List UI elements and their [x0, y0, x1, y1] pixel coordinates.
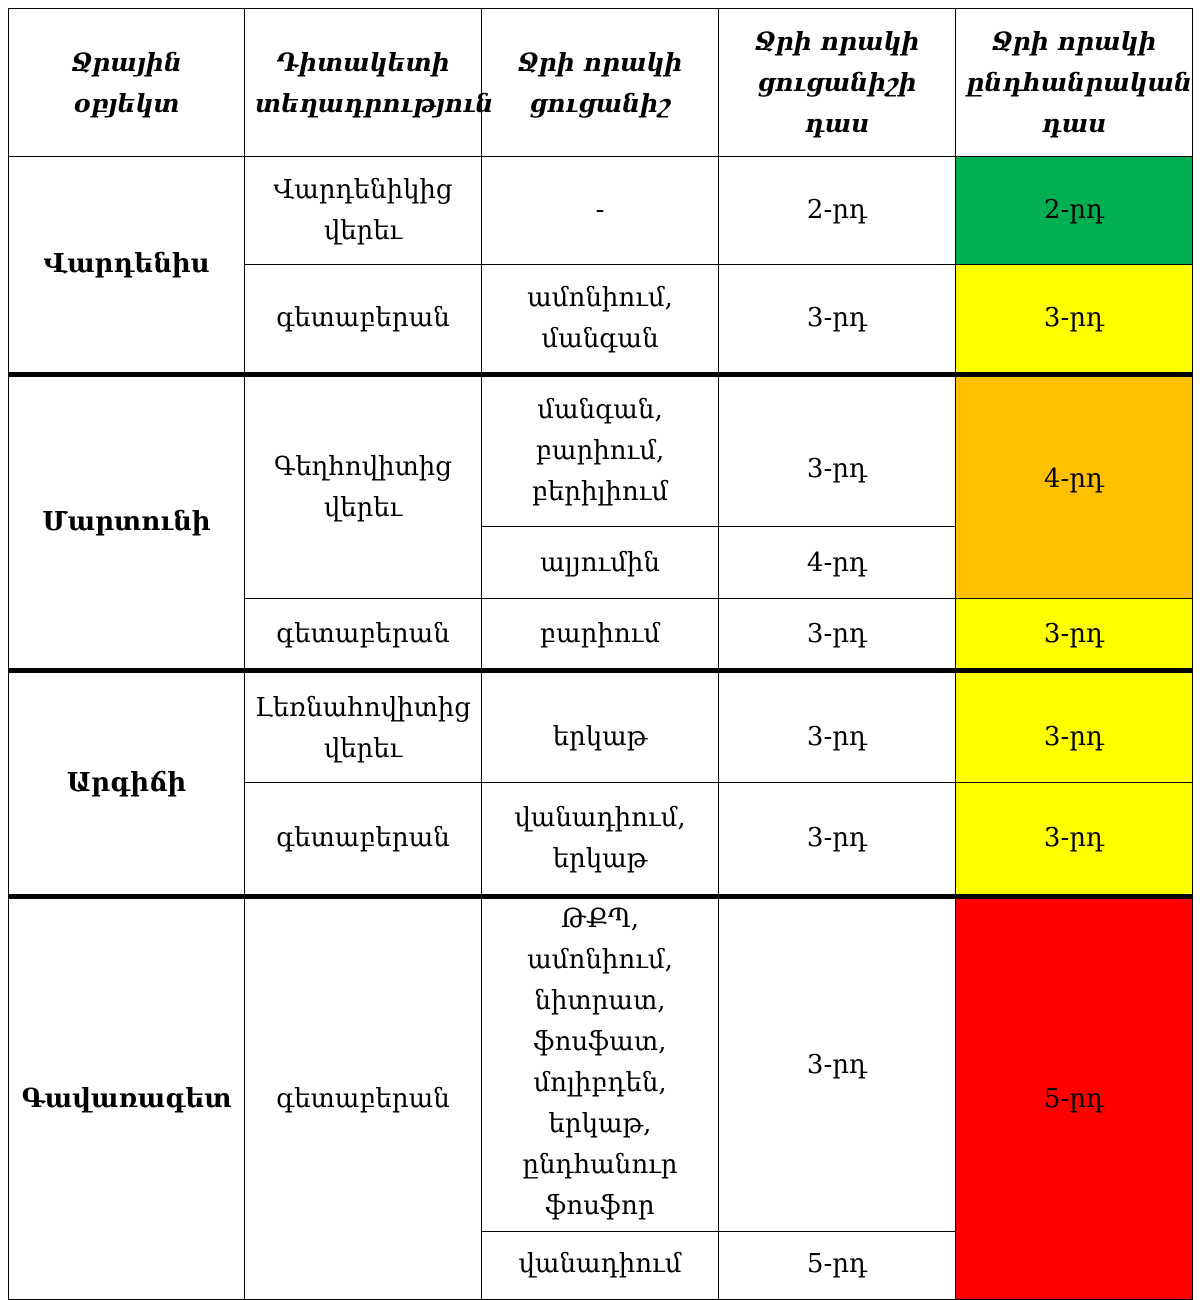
table-row: Մարտունի Գեղհովիտից վերեւ մանգան, բարիու…: [8, 372, 1193, 671]
overall-class-cell: 5-րդ: [955, 894, 1193, 1300]
object-martuni: Մարտունի: [8, 372, 245, 671]
indicator-cell: ԹՔՊ, ամոնիում, նիտրատ, ֆոսֆատ, մոլիբդեն,…: [481, 894, 719, 1232]
table-row: գետաբերան վանադիում, երկաթ 3-րդ 3-րդ: [9, 782, 1193, 897]
indicator-class-cell: 4-րդ: [718, 526, 956, 599]
header-object: Ջրային օբյեկտ: [8, 8, 245, 157]
table-row: Վարդենիս Վարդենիկից վերեւ - 2-րդ 2-րդ: [8, 156, 1193, 375]
overall-class-cell: 2-րդ: [955, 156, 1193, 265]
location-cell: Վարդենիկից վերեւ: [244, 156, 482, 265]
indicator-class-cell: 3-րդ: [718, 264, 956, 375]
indicator-cell: բարիում: [481, 598, 719, 671]
overall-class-cell: 3-րդ: [955, 668, 1193, 783]
indicator-class-cell: 3-րդ: [718, 894, 956, 1232]
table-row: վանադիում 5-րդ: [9, 1231, 1193, 1300]
indicator-cell: մանգան, բարիում, բերիլիում: [481, 372, 719, 527]
indicator-class-cell: 3-րդ: [718, 668, 956, 783]
header-location: Դիտակետի տեղադրություն: [244, 8, 493, 157]
indicator-cell: -: [481, 156, 719, 265]
header-row: Ջրային օբյեկտ Դիտակետի տեղադրություն Ջրի…: [8, 8, 1193, 157]
table-row: Արգիճի Լեռնահովիտից վերեւ երկաթ 3-րդ 3-ր…: [8, 668, 1193, 897]
object-argichi: Արգիճի: [8, 668, 245, 897]
table-row: գետաբերան բարիում 3-րդ 3-րդ: [9, 598, 1193, 671]
indicator-cell: ալյումին: [481, 526, 719, 599]
table-row: ալյումին 4-րդ: [9, 526, 1193, 599]
overall-class-cell: 4-րդ: [955, 372, 1193, 599]
table-row: գետաբերան ամոնիում, մանգան 3-րդ 3-րդ: [9, 264, 1193, 375]
location-cell: գետաբերան: [244, 264, 482, 375]
overall-class-cell: 3-րդ: [955, 782, 1193, 897]
table-row: Գավառագետ գետաբերան ԹՔՊ, ամոնիում, նիտրա…: [8, 894, 1193, 1300]
object-gavaraget: Գավառագետ: [8, 894, 245, 1300]
header-indicator: Ջրի որակի ցուցանիշ: [481, 8, 719, 157]
object-vardenis: Վարդենիս: [8, 156, 245, 375]
header-indicator-class: Ջրի որակի ցուցանիշի դաս: [718, 8, 956, 157]
indicator-cell: ամոնիում, մանգան: [481, 264, 719, 375]
indicator-class-cell: 3-րդ: [718, 598, 956, 671]
location-cell: Գեղհովիտից վերեւ: [244, 372, 482, 599]
indicator-class-cell: 3-րդ: [718, 782, 956, 897]
indicator-cell: վանադիում, երկաթ: [481, 782, 719, 897]
indicator-class-cell: 3-րդ: [718, 372, 956, 527]
overall-class-cell: 3-րդ: [955, 264, 1193, 375]
indicator-class-cell: 2-րդ: [718, 156, 956, 265]
water-quality-table: Ջրային օբյեկտ Դիտակետի տեղադրություն Ջրի…: [8, 8, 1193, 1300]
indicator-cell: երկաթ: [481, 668, 719, 783]
header-overall-class: Ջրի որակի ընդհանրական դաս: [955, 8, 1193, 157]
location-cell: գետաբերան: [244, 782, 482, 897]
location-cell: գետաբերան: [244, 598, 482, 671]
location-cell: Լեռնահովիտից վերեւ: [244, 668, 482, 783]
location-cell: գետաբերան: [244, 894, 482, 1300]
overall-class-cell: 3-րդ: [955, 598, 1193, 671]
indicator-cell: վանադիում: [481, 1231, 719, 1300]
indicator-class-cell: 5-րդ: [718, 1231, 956, 1300]
